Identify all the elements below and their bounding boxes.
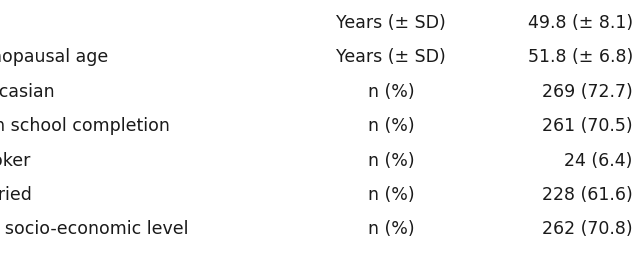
Text: 24 (6.4): 24 (6.4) — [564, 151, 633, 169]
Text: n (%): n (%) — [368, 185, 415, 203]
Text: Married: Married — [0, 185, 32, 203]
Text: Menopausal age: Menopausal age — [0, 48, 108, 66]
Text: n (%): n (%) — [368, 83, 415, 100]
Text: 228 (61.6): 228 (61.6) — [542, 185, 633, 203]
Text: n (%): n (%) — [368, 151, 415, 169]
Text: Years (± SD): Years (± SD) — [336, 48, 446, 66]
Text: Smoker: Smoker — [0, 151, 31, 169]
Text: 51.8 (± 6.8): 51.8 (± 6.8) — [528, 48, 633, 66]
Text: 261 (70.5): 261 (70.5) — [543, 117, 633, 135]
Text: 262 (70.8): 262 (70.8) — [543, 220, 633, 237]
Text: Low socio-economic level: Low socio-economic level — [0, 220, 188, 237]
Text: Caucasian: Caucasian — [0, 83, 55, 100]
Text: n (%): n (%) — [368, 117, 415, 135]
Text: 269 (72.7): 269 (72.7) — [542, 83, 633, 100]
Text: Years (± SD): Years (± SD) — [336, 14, 446, 32]
Text: n (%): n (%) — [368, 220, 415, 237]
Text: High school completion: High school completion — [0, 117, 170, 135]
Text: 49.8 (± 8.1): 49.8 (± 8.1) — [528, 14, 633, 32]
